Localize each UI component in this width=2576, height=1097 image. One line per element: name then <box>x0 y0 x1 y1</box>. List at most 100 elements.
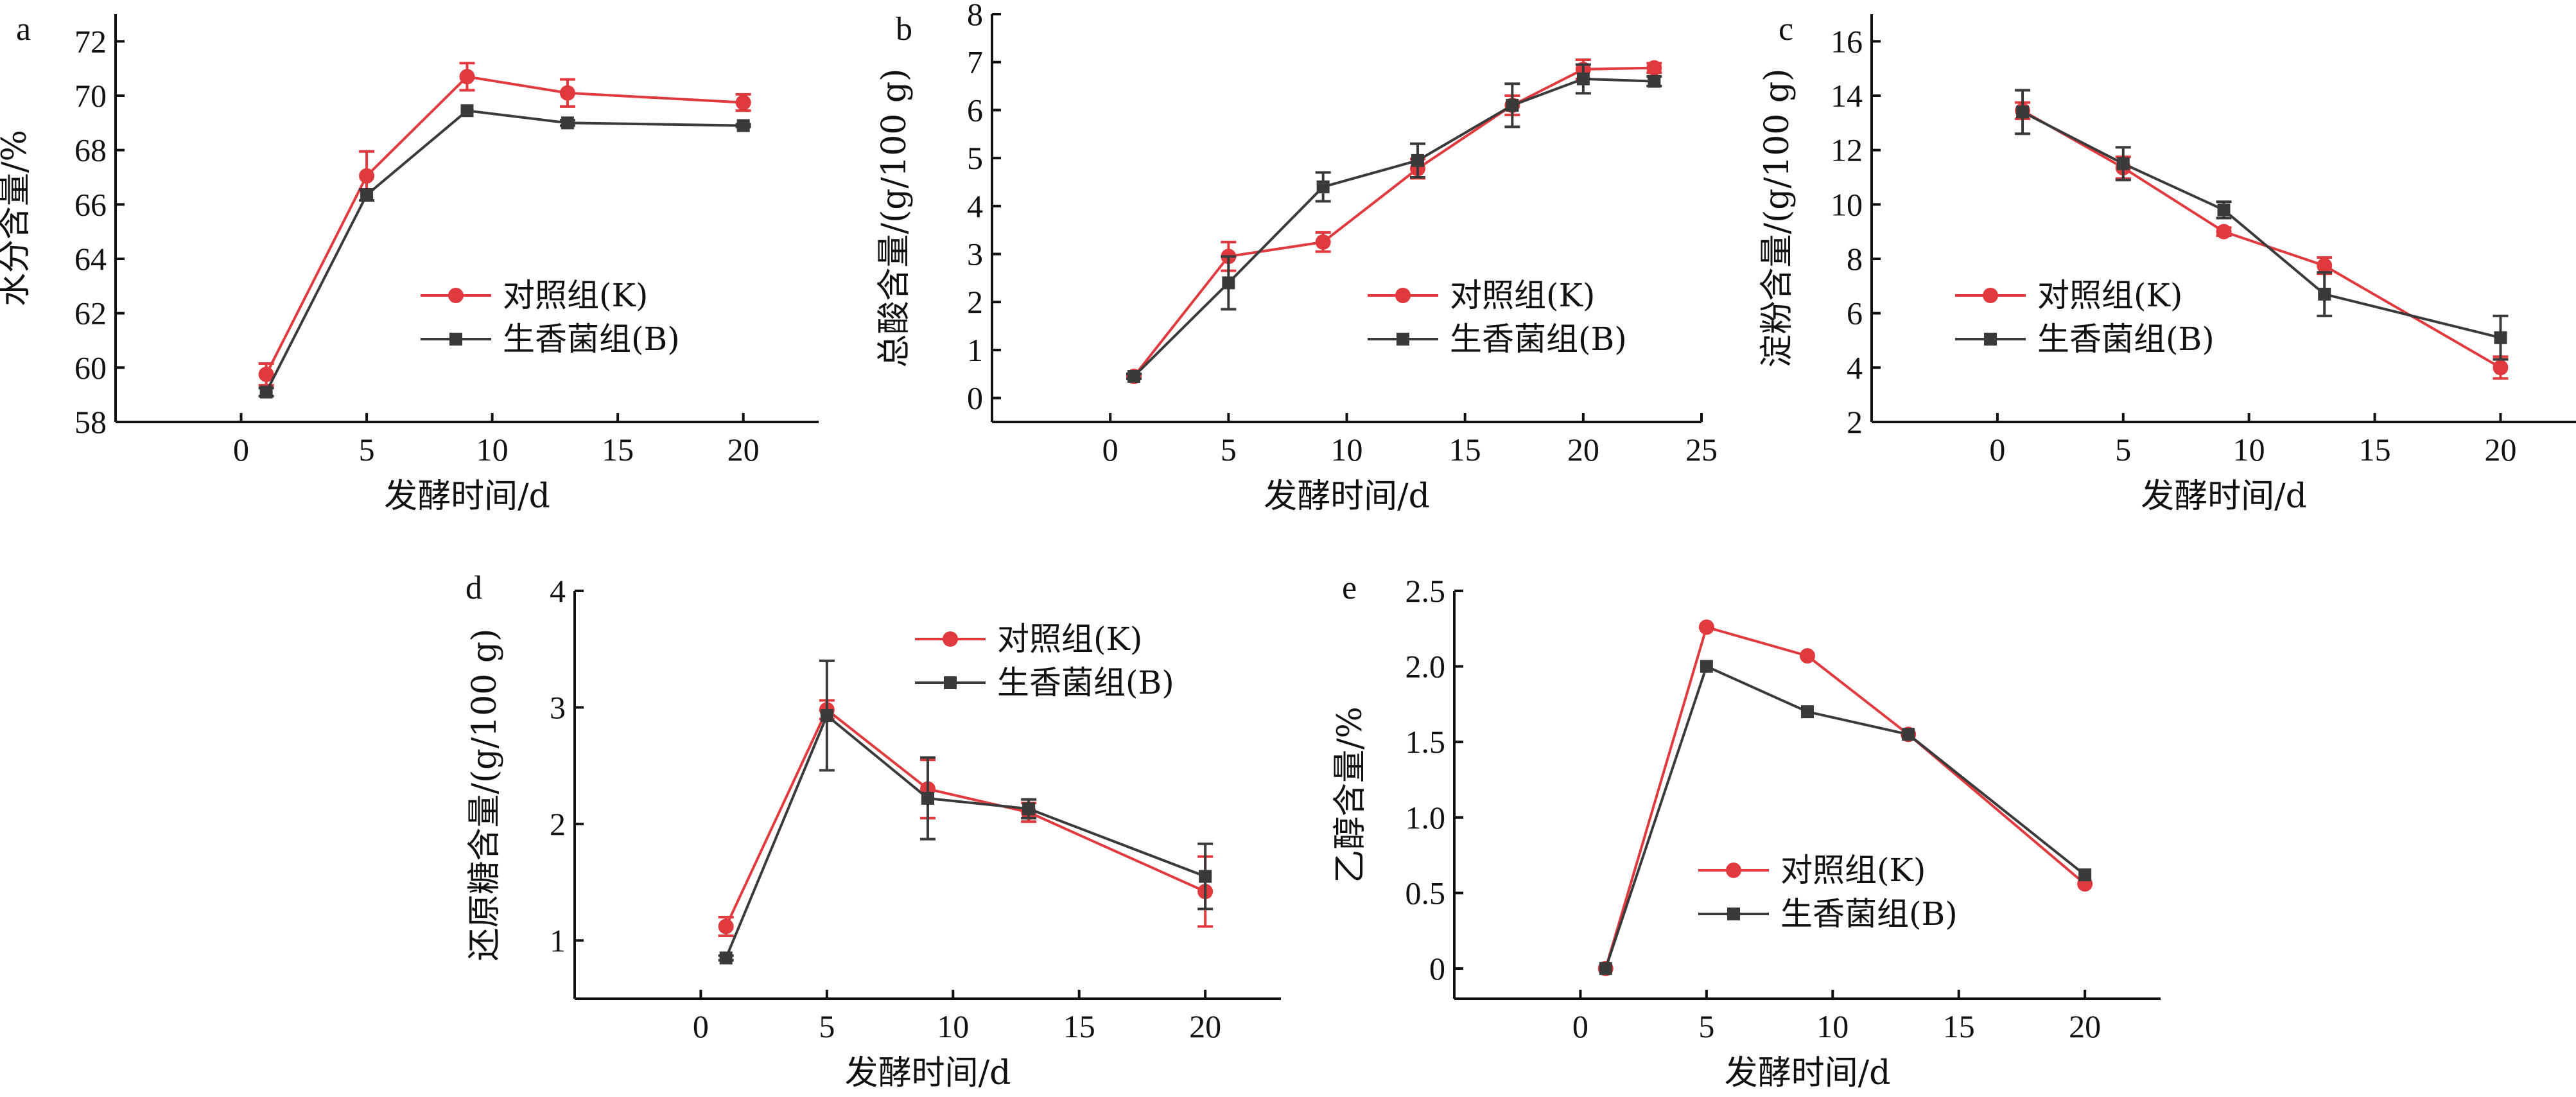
data-point <box>1648 75 1661 88</box>
y-axis-label: 水分含量/% <box>0 130 34 306</box>
legend-item: 生香菌组(B) <box>1368 320 1627 358</box>
legend-label: 对照组(K) <box>997 620 1142 658</box>
x-tick-label: 5 <box>2115 432 2131 468</box>
y-tick-label: 64 <box>74 241 107 277</box>
y-axis-label: 还原糖含量/(g/100 g) <box>466 629 504 961</box>
y-tick-label: 68 <box>74 132 107 168</box>
x-tick-label: 25 <box>1685 432 1718 468</box>
legend-item: 对照组(K) <box>1698 852 1926 889</box>
data-point <box>1902 728 1915 741</box>
data-point <box>1022 802 1036 816</box>
y-tick-label: 70 <box>74 78 107 114</box>
data-point <box>459 69 475 85</box>
legend-marker <box>943 631 958 647</box>
data-point <box>2216 224 2232 240</box>
data-point <box>2016 105 2030 119</box>
y-tick-label: 1 <box>550 922 566 958</box>
series-aroma <box>258 104 751 399</box>
x-tick-label: 0 <box>1989 432 2005 468</box>
x-axis-label: 发酵时间/d <box>384 477 550 516</box>
y-tick-label: 1 <box>967 332 983 368</box>
data-point <box>1316 180 1330 193</box>
series-aroma <box>718 659 1214 965</box>
legend-item: 生香菌组(B) <box>915 664 1174 701</box>
y-tick-label: 2 <box>1847 404 1863 440</box>
data-point <box>2493 360 2509 376</box>
y-tick-label: 12 <box>1831 132 1863 168</box>
y-tick-label: 8 <box>967 0 983 32</box>
legend-marker <box>944 676 957 689</box>
x-tick-label: 15 <box>1063 1008 1095 1044</box>
legend-label: 生香菌组(B) <box>2037 320 2215 358</box>
x-tick-label: 5 <box>359 432 375 468</box>
data-point <box>561 116 574 130</box>
data-point <box>2317 258 2333 274</box>
panel-letter: b <box>896 11 912 48</box>
data-point <box>1576 72 1590 85</box>
panel-letter: c <box>1779 11 1793 48</box>
data-point <box>359 168 375 184</box>
data-point <box>1222 276 1235 290</box>
y-tick-label: 66 <box>74 186 107 222</box>
legend-marker <box>1395 288 1411 303</box>
chart-panel-b: 0 1 2 3 4 5 6 7 8 0 5 10 15 20 25 发酵时间/d 总酸含量/(g/100 g) b… <box>875 0 1718 516</box>
legend-label: 对照组(K) <box>503 277 648 314</box>
data-point <box>1411 154 1424 167</box>
series-line <box>724 713 1206 959</box>
legend-label: 对照组(K) <box>1780 852 1926 889</box>
legend-marker <box>448 288 464 303</box>
x-tick-label: 15 <box>1449 432 1481 468</box>
x-tick-label: 10 <box>2233 432 2265 468</box>
y-tick-label: 2.0 <box>1405 649 1446 685</box>
x-tick-label: 20 <box>2484 432 2516 468</box>
x-tick-label: 15 <box>602 432 634 468</box>
y-tick-label: 6 <box>967 92 983 128</box>
x-tick-label: 20 <box>1567 432 1599 468</box>
data-point <box>718 918 734 935</box>
x-axis-label: 发酵时间/d <box>2141 477 2307 516</box>
legend-item: 对照组(K) <box>1955 277 2182 314</box>
series-aroma <box>2015 89 2509 361</box>
x-tick-label: 0 <box>693 1008 709 1044</box>
x-tick-label: 10 <box>937 1008 969 1044</box>
data-point <box>1599 961 1612 975</box>
data-point <box>1199 870 1212 883</box>
x-tick-label: 5 <box>819 1008 835 1044</box>
chart-panel-c: 2 4 6 8 10 12 14 16 0 5 10 15 20 发酵时间/d 淀粉含量/(g/100 g)… <box>1758 11 2576 516</box>
y-tick-label: 4 <box>550 573 566 609</box>
legend-marker <box>1984 333 1997 346</box>
y-axis-label: 淀粉含量/(g/100 g) <box>1758 69 1797 368</box>
x-tick-label: 10 <box>1331 432 1363 468</box>
y-tick-label: 0.5 <box>1405 875 1446 911</box>
series-aroma <box>1599 660 2092 975</box>
data-point <box>360 188 374 202</box>
data-point <box>2318 288 2331 301</box>
data-point <box>921 791 934 805</box>
data-point <box>1801 705 1814 719</box>
data-point <box>736 119 750 132</box>
y-axis-label: 乙醇含量/% <box>1331 706 1370 883</box>
y-tick-label: 4 <box>967 188 983 224</box>
panel-letter: d <box>466 570 482 606</box>
panel-letter: a <box>16 11 31 48</box>
x-axis-label: 发酵时间/d <box>1725 1054 1891 1093</box>
panel-letter: e <box>1342 570 1357 606</box>
x-tick-label: 15 <box>2359 432 2391 468</box>
y-tick-label: 2 <box>550 806 566 842</box>
x-tick-label: 10 <box>476 432 509 468</box>
data-point <box>719 951 733 965</box>
y-tick-label: 10 <box>1831 186 1863 222</box>
series-control <box>718 699 1214 938</box>
legend-label: 对照组(K) <box>2037 277 2182 314</box>
y-tick-label: 58 <box>74 404 107 440</box>
data-point <box>1698 619 1714 635</box>
y-axis-label: 总酸含量/(g/100 g) <box>875 69 914 368</box>
legend-label: 生香菌组(B) <box>1780 895 1958 933</box>
x-tick-label: 0 <box>1102 432 1118 468</box>
legend-item: 对照组(K) <box>1368 277 1595 314</box>
x-tick-label: 15 <box>1943 1008 1975 1044</box>
x-tick-label: 10 <box>1816 1008 1849 1044</box>
x-tick-label: 20 <box>2069 1008 2101 1044</box>
legend-label: 生香菌组(B) <box>997 664 1174 701</box>
